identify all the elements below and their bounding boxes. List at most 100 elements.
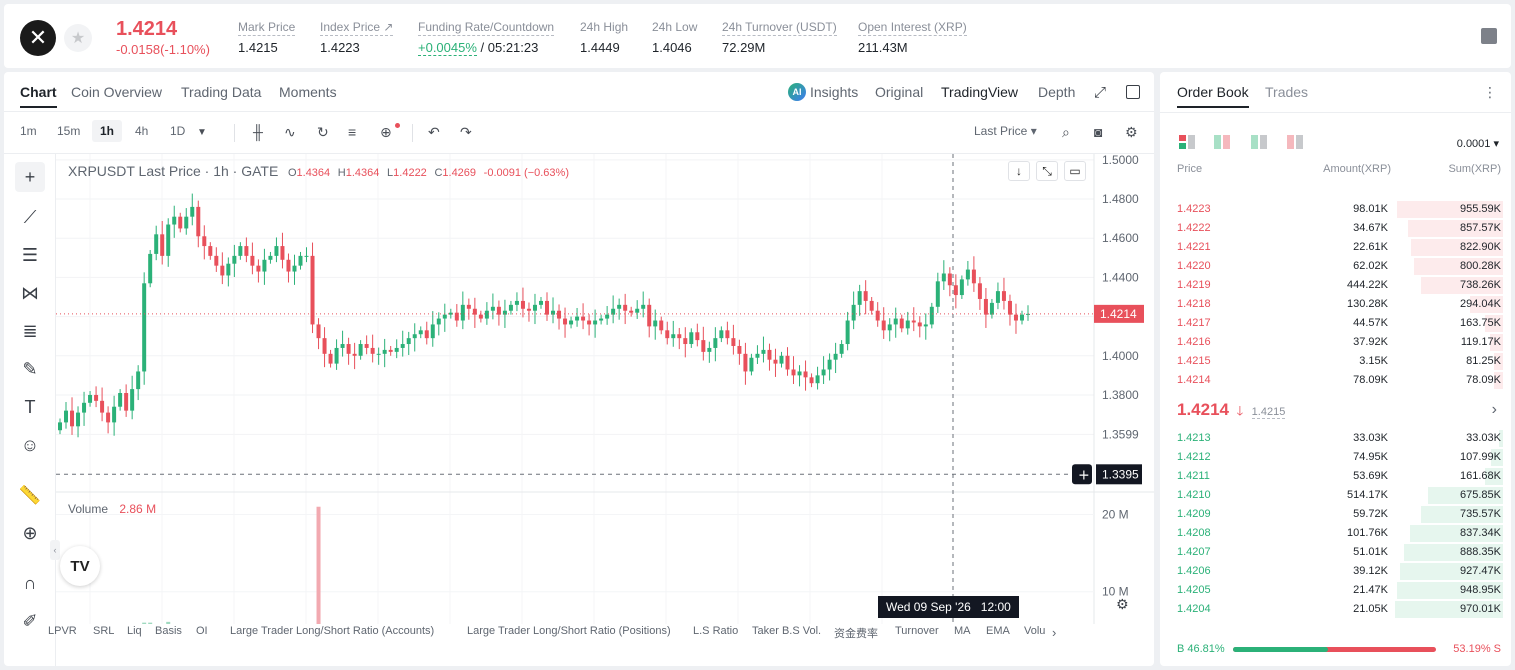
hlines-icon[interactable]: ☰ bbox=[21, 244, 39, 265]
tab-order-book[interactable]: Order Book bbox=[1177, 84, 1249, 108]
timeframe-dropdown-icon[interactable]: ▼ bbox=[197, 127, 207, 138]
bid-row[interactable]: 1.4206 39.12K 927.47K bbox=[1160, 562, 1511, 581]
indicator-oi[interactable]: OI bbox=[196, 625, 208, 637]
window-icon[interactable] bbox=[1126, 85, 1140, 99]
pencil-lock-icon[interactable]: ✐ bbox=[22, 610, 38, 631]
tab-trades[interactable]: Trades bbox=[1265, 84, 1309, 100]
bid-row[interactable]: 1.4211 53.69K 161.68K bbox=[1160, 467, 1511, 486]
scroll-down-icon[interactable]: ↓ bbox=[1008, 161, 1030, 181]
bid-row[interactable]: 1.4213 33.03K 33.03K bbox=[1160, 429, 1511, 448]
collapse-icon[interactable]: ⤡ bbox=[1036, 161, 1058, 181]
ask-row[interactable]: 1.4218 130.28K 294.04K bbox=[1160, 295, 1511, 314]
view-asks-icon[interactable] bbox=[1214, 135, 1230, 149]
view-both-icon[interactable] bbox=[1179, 135, 1195, 149]
tab-trading-data[interactable]: Trading Data bbox=[181, 84, 262, 100]
brush-icon[interactable]: ✎ bbox=[22, 358, 38, 379]
ask-row[interactable]: 1.4216 37.92K 119.17K bbox=[1160, 333, 1511, 352]
text-icon[interactable]: T bbox=[24, 396, 36, 417]
tab-moments[interactable]: Moments bbox=[279, 84, 337, 100]
ask-row[interactable]: 1.4223 98.01K 955.59K bbox=[1160, 200, 1511, 219]
stat-mark-price[interactable]: Mark Price 1.4215 bbox=[238, 18, 296, 55]
indicator-srl[interactable]: SRL bbox=[93, 625, 115, 637]
camera-icon[interactable]: ◙ bbox=[1094, 124, 1103, 140]
compare-icon[interactable]: ↻ bbox=[317, 124, 329, 140]
stat-funding-rate[interactable]: Funding Rate/Countdown +0.0045% / 05:21:… bbox=[418, 18, 555, 56]
undo-icon[interactable]: ↶ bbox=[428, 124, 440, 140]
timeframe-1m[interactable]: 1m bbox=[20, 124, 37, 138]
chart-settings-icon[interactable]: ⚙ bbox=[1116, 596, 1129, 612]
ask-row[interactable]: 1.4222 34.67K 857.57K bbox=[1160, 219, 1511, 238]
stat-index-price[interactable]: Index Price ↗ 1.4223 bbox=[320, 18, 394, 55]
precision-select[interactable]: 0.0001 ▾ bbox=[1456, 138, 1499, 150]
timeframe-1d[interactable]: 1D bbox=[170, 124, 186, 138]
indicator-lpvr[interactable]: LPVR bbox=[48, 625, 77, 637]
bid-row[interactable]: 1.4205 21.47K 948.95K bbox=[1160, 581, 1511, 600]
ask-row[interactable]: 1.4219 444.22K 738.26K bbox=[1160, 276, 1511, 295]
redo-icon[interactable]: ↷ bbox=[460, 124, 472, 140]
gear-icon[interactable]: ⚙ bbox=[1125, 124, 1138, 140]
contract-info-icon[interactable] bbox=[1481, 28, 1497, 44]
bid-row[interactable]: 1.4209 59.72K 735.57K bbox=[1160, 505, 1511, 524]
indicator-funding-rate[interactable]: 资金费率 bbox=[834, 628, 878, 640]
chevron-right-icon[interactable]: › bbox=[1052, 625, 1057, 640]
search-icon[interactable]: ⌕ bbox=[1062, 124, 1070, 140]
candle bbox=[689, 332, 694, 345]
alert-plus-icon[interactable]: ⊕ bbox=[380, 124, 392, 140]
pattern-icon[interactable]: ⋈ bbox=[21, 282, 39, 303]
indicator-ma[interactable]: MA bbox=[954, 625, 971, 637]
bid-row[interactable]: 1.4208 101.76K 837.34K bbox=[1160, 524, 1511, 543]
indicators-icon[interactable]: ∿ bbox=[284, 124, 296, 140]
tab-chart[interactable]: Chart bbox=[20, 84, 57, 108]
candlestick-chart[interactable]: 1.50001.48001.46001.44001.42001.40001.38… bbox=[56, 154, 1154, 624]
indicator-ls-ratio[interactable]: L.S Ratio bbox=[693, 625, 739, 637]
fib-icon[interactable]: ≣ bbox=[22, 320, 38, 341]
trendline-icon[interactable]: ⟋ bbox=[23, 206, 37, 227]
view-tradingview[interactable]: TradingView bbox=[941, 84, 1019, 100]
ask-row[interactable]: 1.4214 78.09K 78.09K bbox=[1160, 371, 1511, 390]
bid-row[interactable]: 1.4204 21.05K 970.01K bbox=[1160, 600, 1511, 619]
ask-row[interactable]: 1.4217 44.57K 163.75K bbox=[1160, 314, 1511, 333]
magnet-icon[interactable]: ∩ bbox=[23, 572, 37, 593]
collapse-sidebar-icon[interactable]: ‹ bbox=[50, 540, 60, 560]
timeframe-1h[interactable]: 1h bbox=[92, 120, 123, 142]
indicator-basis[interactable]: Basis bbox=[155, 625, 182, 637]
view-bids-icon[interactable] bbox=[1251, 135, 1267, 149]
indicator-ema[interactable]: EMA bbox=[986, 625, 1010, 637]
indicator-volume[interactable]: Volu bbox=[1024, 625, 1046, 637]
ask-row[interactable]: 1.4221 22.61K 822.90K bbox=[1160, 238, 1511, 257]
templates-icon[interactable]: ≡ bbox=[348, 124, 357, 140]
tab-coin-overview[interactable]: Coin Overview bbox=[71, 84, 163, 100]
candle-type-icon[interactable]: ╫ bbox=[253, 124, 263, 140]
tradingview-logo-icon[interactable]: TV bbox=[60, 546, 100, 586]
zoom-in-icon[interactable]: ⊕ bbox=[22, 522, 38, 543]
indicator-large-trader-positions[interactable]: Large Trader Long/Short Ratio (Positions… bbox=[467, 625, 671, 637]
price-source-select[interactable]: Last Price ▾ bbox=[974, 124, 1037, 138]
view-insights[interactable]: Insights bbox=[810, 84, 859, 100]
favorite-star-icon[interactable]: ★ bbox=[64, 24, 92, 52]
bid-row[interactable]: 1.4210 514.17K 675.85K bbox=[1160, 486, 1511, 505]
ask-row[interactable]: 1.4215 3.15K 81.25K bbox=[1160, 352, 1511, 371]
chevron-right-icon[interactable]: › bbox=[1491, 401, 1497, 418]
indicator-large-trader-accounts[interactable]: Large Trader Long/Short Ratio (Accounts) bbox=[230, 625, 435, 637]
ruler-icon[interactable]: 📏 bbox=[18, 484, 42, 505]
ask-row[interactable]: 1.4220 62.02K 800.28K bbox=[1160, 257, 1511, 276]
emoji-icon[interactable]: ☺ bbox=[20, 434, 40, 455]
more-icon[interactable]: ⋮ bbox=[1483, 84, 1497, 100]
indicator-liq[interactable]: Liq bbox=[127, 625, 142, 637]
divider bbox=[412, 124, 413, 142]
indicator-taker-vol[interactable]: Taker B.S Vol. bbox=[752, 625, 822, 637]
indicator-turnover[interactable]: Turnover bbox=[895, 625, 939, 637]
view-depth-icon[interactable] bbox=[1287, 135, 1303, 149]
timeframe-15m[interactable]: 15m bbox=[57, 124, 81, 138]
bid-row[interactable]: 1.4207 51.01K 888.35K bbox=[1160, 543, 1511, 562]
bid-row[interactable]: 1.4212 74.95K 107.99K bbox=[1160, 448, 1511, 467]
fullscreen-icon[interactable]: ▭ bbox=[1064, 161, 1086, 181]
expand-icon[interactable]: ⤢ bbox=[1094, 84, 1107, 101]
crosshair-icon[interactable]: + bbox=[15, 162, 45, 192]
timeframe-4h[interactable]: 4h bbox=[135, 124, 149, 138]
mid-price-row[interactable]: 1.4214 🡓 1.4215 bbox=[1177, 400, 1286, 424]
stat-24h-turnover[interactable]: 24h Turnover (USDT) 72.29M bbox=[722, 18, 837, 55]
view-original[interactable]: Original bbox=[875, 84, 924, 100]
stat-open-interest[interactable]: Open Interest (XRP) 211.43M bbox=[858, 18, 967, 55]
view-depth[interactable]: Depth bbox=[1038, 84, 1076, 100]
